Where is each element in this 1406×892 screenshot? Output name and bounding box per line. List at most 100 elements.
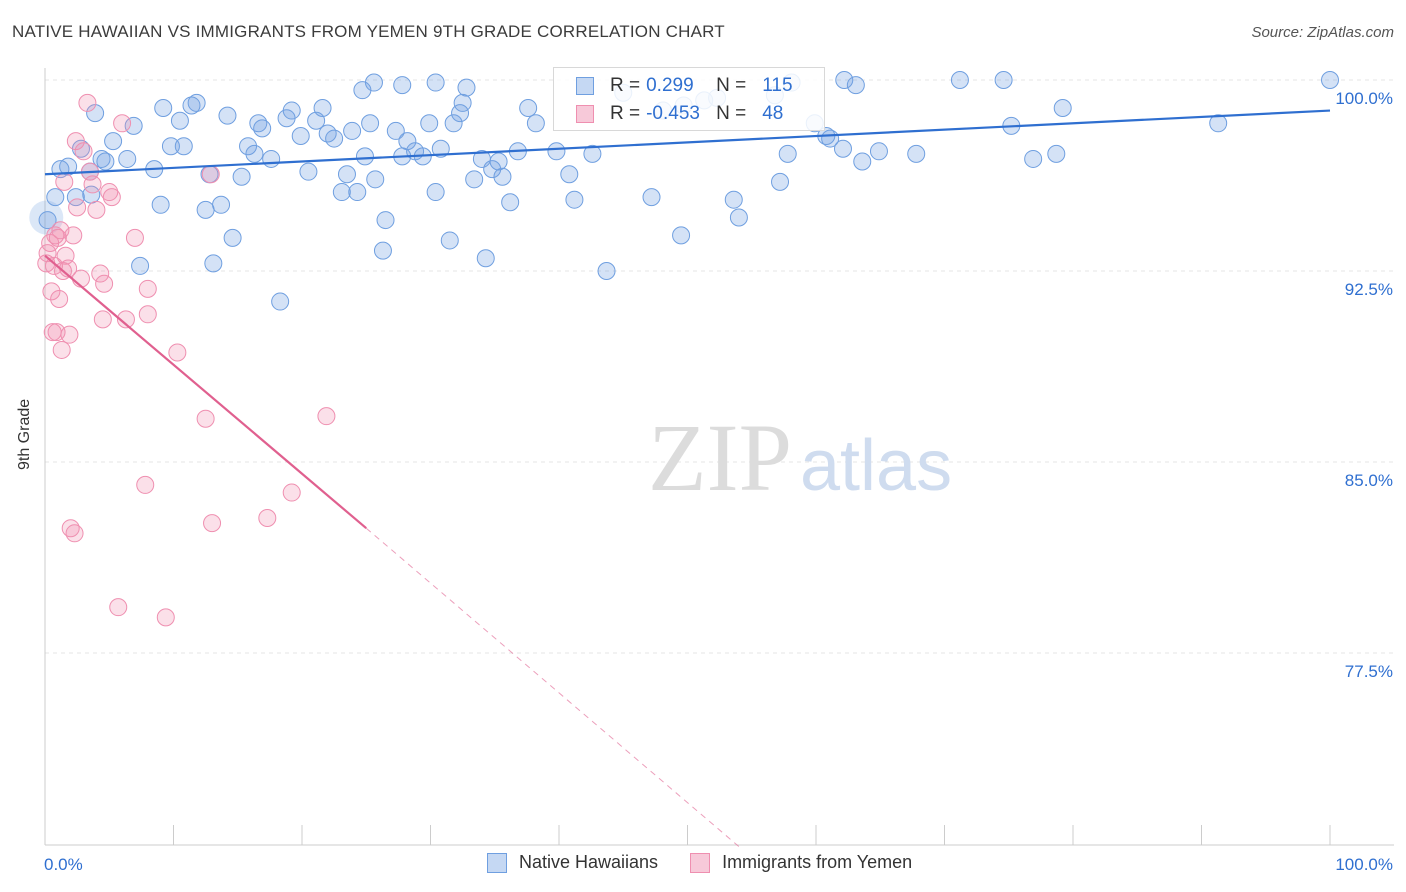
- data-point: [426, 73, 445, 92]
- data-point: [501, 193, 520, 212]
- data-point: [361, 114, 380, 133]
- data-point: [125, 228, 144, 247]
- x-tick-label: 100.0%: [1335, 855, 1393, 874]
- data-point: [93, 310, 112, 329]
- data-point: [201, 165, 220, 184]
- data-point: [332, 183, 351, 202]
- data-point: [95, 274, 114, 293]
- data-point: [1053, 99, 1072, 118]
- data-point: [547, 142, 566, 161]
- data-point: [483, 160, 502, 179]
- data-point: [204, 254, 223, 273]
- data-point: [440, 231, 459, 250]
- data-point: [74, 142, 93, 161]
- data-point: [393, 76, 412, 95]
- data-point: [476, 249, 495, 268]
- data-point: [170, 111, 189, 130]
- data-point: [431, 139, 450, 158]
- data-point: [83, 175, 102, 194]
- data-point: [869, 142, 888, 161]
- data-point: [29, 200, 64, 235]
- data-point: [55, 172, 74, 191]
- watermark-zip: ZIP: [648, 404, 792, 511]
- data-point: [46, 226, 65, 245]
- data-point: [78, 93, 97, 112]
- data-point: [154, 99, 173, 118]
- data-point: [232, 167, 251, 186]
- data-point: [1047, 144, 1066, 163]
- data-point: [1024, 149, 1043, 168]
- grid-lines: [45, 79, 1394, 654]
- data-point: [161, 137, 180, 156]
- data-point: [71, 269, 90, 288]
- data-point: [426, 183, 445, 202]
- data-point: [493, 167, 512, 186]
- stats-legend: R = 0.299 N = 115 R = -0.453 N = 48: [553, 67, 825, 131]
- data-point: [489, 152, 508, 171]
- data-point: [65, 524, 84, 543]
- data-point: [835, 71, 854, 89]
- data-point: [203, 514, 222, 533]
- data-point: [343, 121, 362, 140]
- data-point: [44, 256, 63, 275]
- data-point: [182, 96, 201, 115]
- data-point: [258, 509, 277, 528]
- data-point: [104, 132, 123, 151]
- legend-swatch-blue: [487, 852, 507, 873]
- data-point: [519, 99, 538, 118]
- data-point: [68, 198, 87, 217]
- data-point: [86, 104, 105, 123]
- data-point: [325, 129, 344, 148]
- legend-r-label: R =: [610, 75, 641, 96]
- data-point: [950, 71, 969, 89]
- data-point: [271, 292, 290, 311]
- data-point: [50, 290, 69, 309]
- data-point: [168, 343, 187, 362]
- y-tick-label: 100.0%: [1335, 89, 1393, 108]
- legend-swatch-blue: [576, 77, 594, 95]
- watermark-atlas: atlas: [800, 426, 952, 506]
- data-point: [245, 144, 264, 163]
- axes: [44, 68, 1394, 846]
- data-point: [771, 172, 790, 191]
- x-tick-label: 0.0%: [44, 855, 83, 874]
- legend-label: Immigrants from Yemen: [722, 852, 913, 872]
- trend-line-immigrants-from-yemen: [44, 254, 367, 530]
- y-tick-label: 85.0%: [1345, 471, 1393, 490]
- data-point: [113, 114, 132, 133]
- series-immigrants-from-yemen: [37, 93, 336, 627]
- data-point: [212, 195, 231, 214]
- data-point: [833, 139, 852, 158]
- data-point: [291, 127, 310, 146]
- data-point: [118, 149, 137, 168]
- data-point: [724, 190, 743, 209]
- legend-row-native-hawaiians: R = 0.299 N = 115: [576, 74, 793, 98]
- data-point: [60, 325, 79, 344]
- data-point: [46, 188, 65, 207]
- data-point: [102, 188, 121, 207]
- legend-row-immigrants-from-yemen: R = -0.453 N = 48: [576, 102, 783, 126]
- data-point: [597, 262, 616, 280]
- data-point: [398, 132, 417, 151]
- data-point: [239, 137, 258, 156]
- data-point: [42, 282, 61, 301]
- data-point: [1321, 71, 1339, 89]
- data-point: [223, 228, 242, 247]
- data-point: [451, 104, 470, 123]
- data-point: [348, 183, 367, 202]
- data-point: [116, 310, 135, 329]
- data-point: [138, 279, 157, 298]
- data-point: [253, 119, 272, 138]
- data-point: [196, 409, 215, 428]
- data-point: [453, 93, 472, 112]
- data-point: [282, 483, 301, 502]
- legend-swatch-pink: [576, 105, 594, 123]
- legend-r-label: R =: [610, 103, 641, 124]
- data-point: [138, 305, 157, 324]
- data-point: [778, 144, 797, 163]
- legend-r-value: 0.299: [646, 75, 694, 96]
- data-point: [386, 121, 405, 140]
- trend-line-native-hawaiians: [44, 109, 1331, 176]
- data-point: [465, 170, 484, 189]
